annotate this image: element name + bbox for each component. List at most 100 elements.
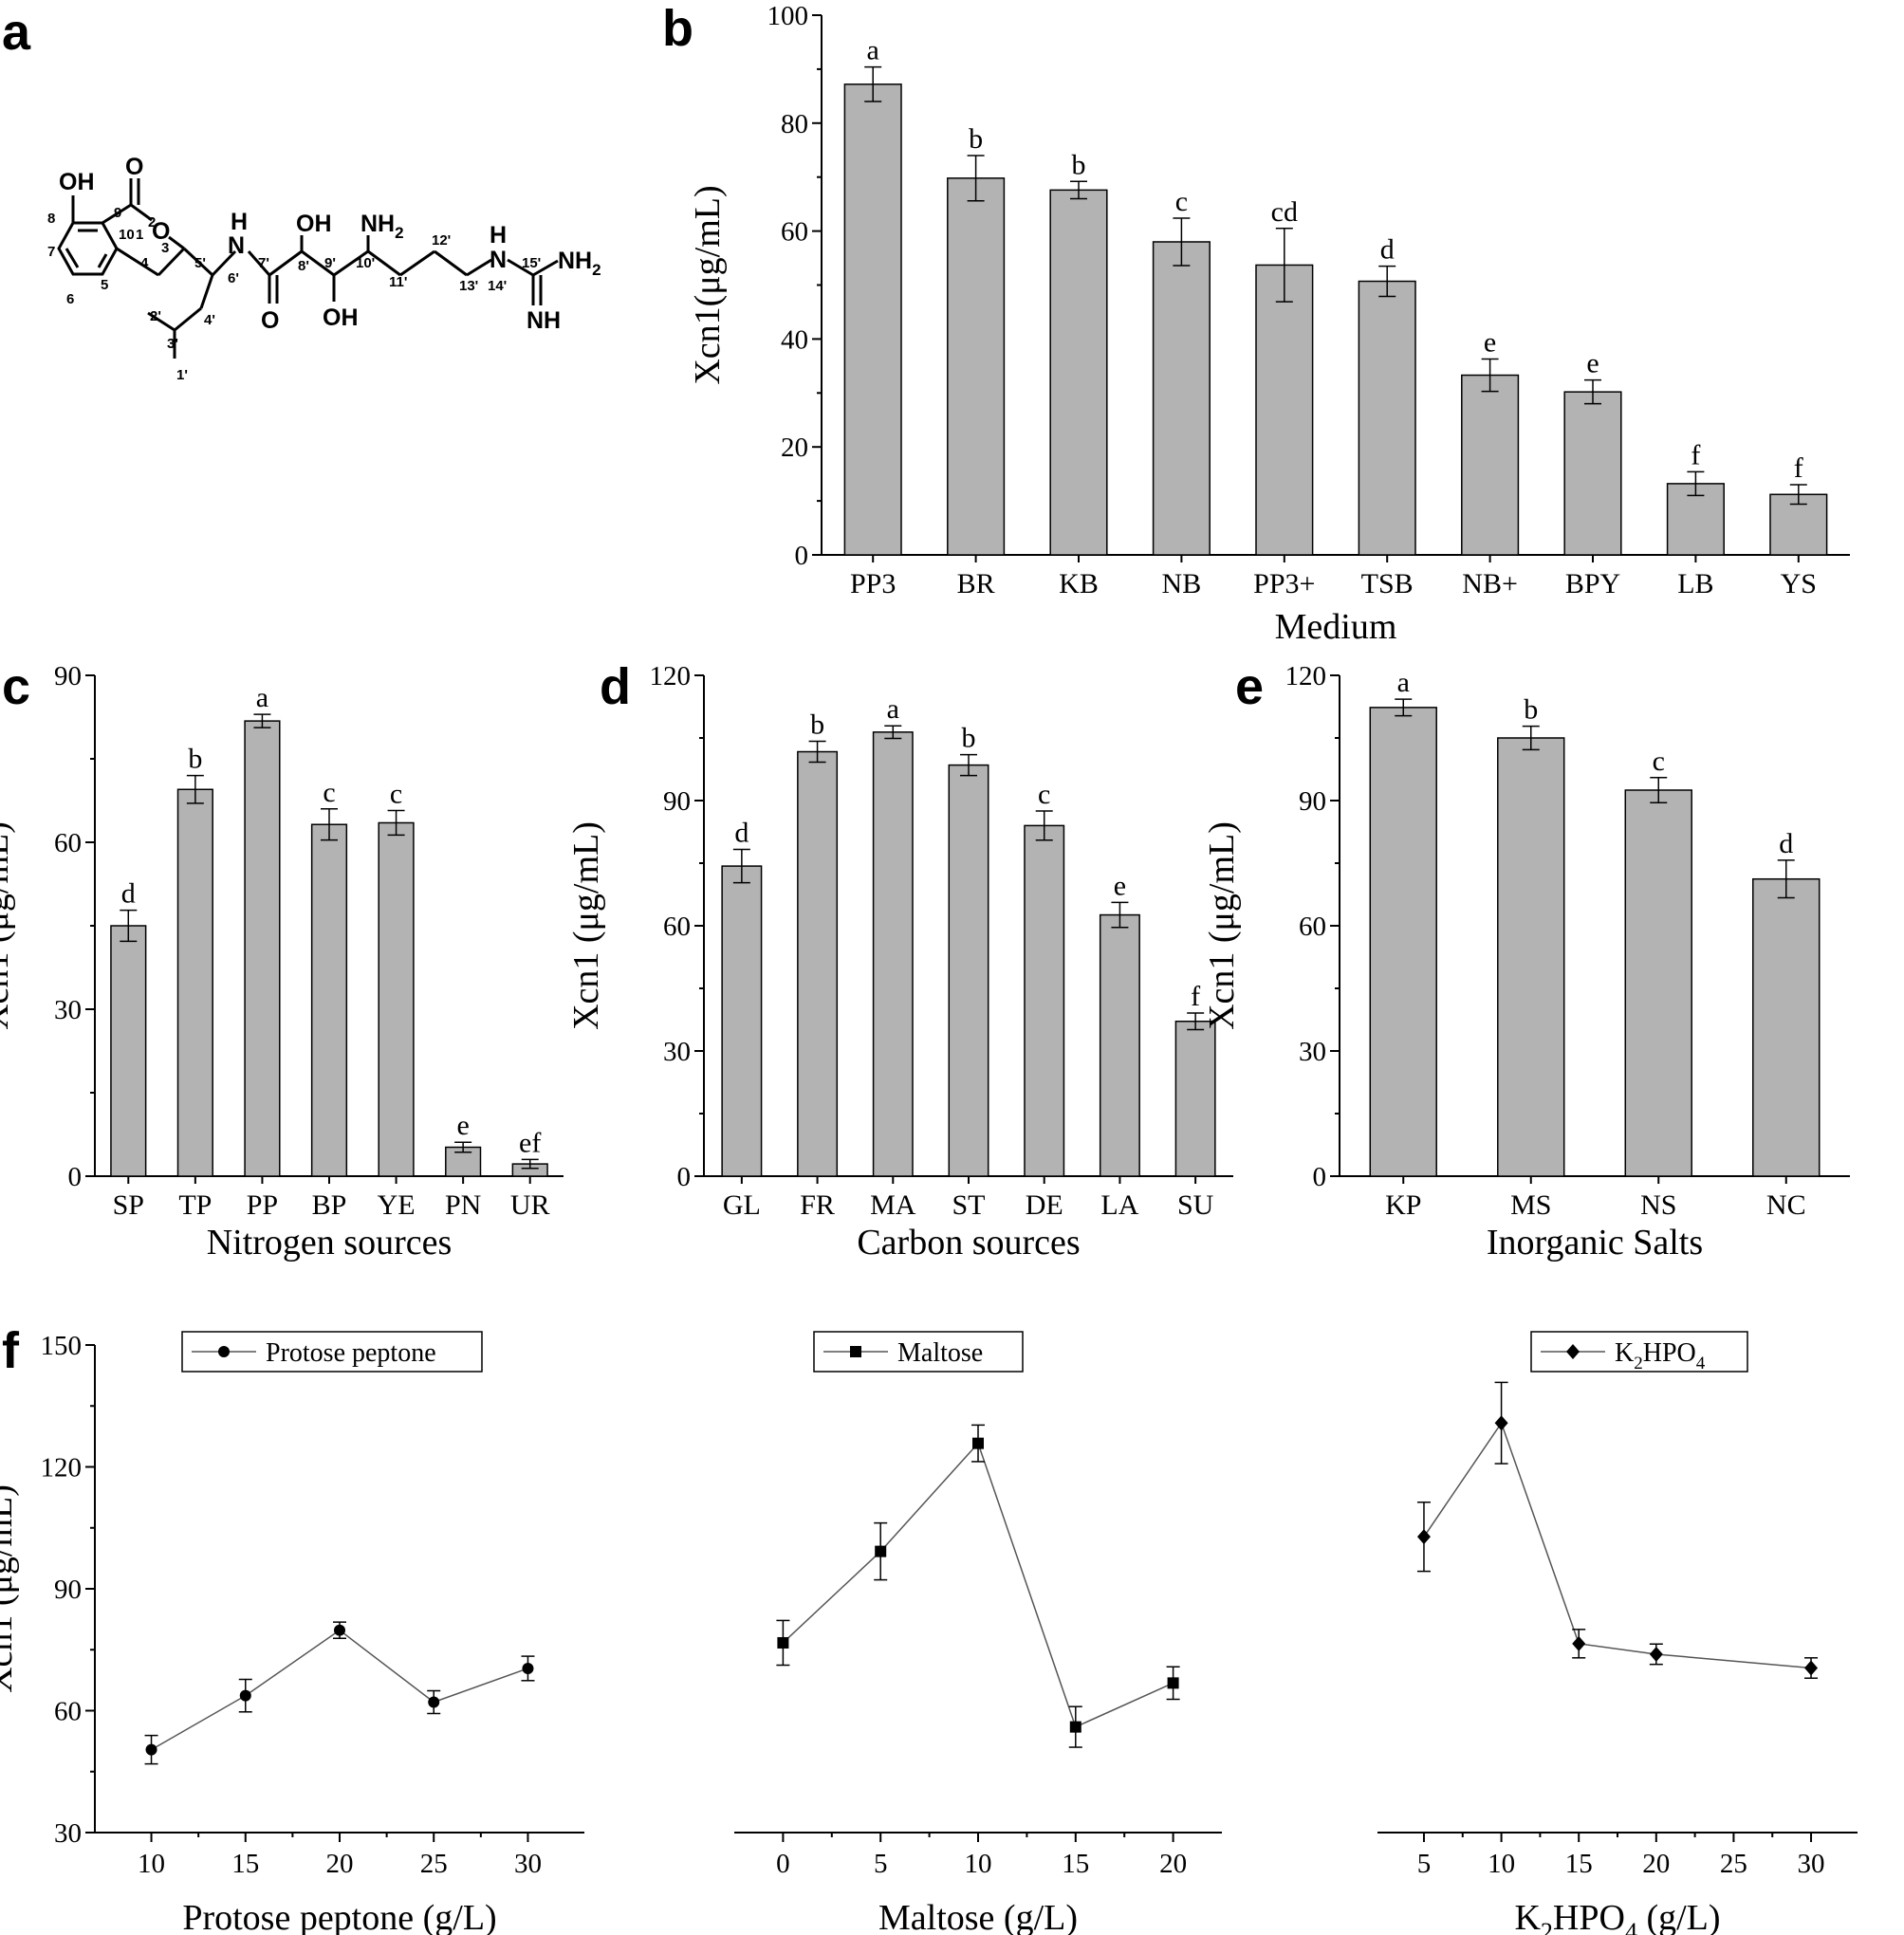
- x-category-label: BP: [312, 1189, 347, 1221]
- atom-number: 10: [119, 227, 135, 243]
- atom-label: OH: [323, 304, 359, 331]
- y-tick-label: 120: [650, 661, 692, 691]
- significance-letter: d: [121, 878, 136, 910]
- atom-label: N: [490, 247, 507, 273]
- y-axis-title: Xcn1 (μg/mL): [0, 821, 16, 1030]
- chart-k2hpo4: 5 10 15 20 25 30 K2HPO4 (g/L) K2HPO4: [1377, 1331, 1858, 1935]
- bar: [843, 83, 902, 556]
- significance-letter: b: [810, 710, 824, 741]
- data-point: [145, 1743, 157, 1756]
- chemical-structure: [57, 178, 559, 359]
- y-tick-label: 60: [54, 828, 82, 858]
- y-tick-label: 30: [663, 1037, 691, 1067]
- x-tick-label: 15: [1062, 1849, 1089, 1879]
- significance-letter: a: [1397, 667, 1410, 698]
- x-category-label: LB: [1677, 568, 1713, 599]
- panel-letter-e: e: [1235, 658, 1264, 715]
- x-tick-label: 20: [1642, 1849, 1670, 1879]
- legend: Protose peptone: [181, 1331, 483, 1373]
- panel-letter-b: b: [662, 0, 693, 57]
- atom-number: 8: [47, 211, 55, 227]
- bond: [301, 249, 335, 277]
- x-category-label: NS: [1640, 1189, 1676, 1221]
- atom-number: 14': [488, 278, 507, 294]
- y-tick-label: 120: [1285, 661, 1327, 691]
- significance-letter: e: [1114, 870, 1126, 901]
- bar: [1497, 737, 1565, 1177]
- data-point: [334, 1624, 345, 1636]
- y-tick-label: 90: [663, 786, 691, 817]
- significance-letter: b: [188, 744, 202, 775]
- series-line: [782, 1442, 1174, 1728]
- y-axis-title: Xcn1(μg/mL): [688, 185, 728, 384]
- data-point: [1566, 1344, 1580, 1359]
- y-tick-label: 120: [41, 1453, 83, 1484]
- x-tick-label: 25: [1720, 1849, 1747, 1879]
- y-tick-label: 60: [54, 1697, 82, 1727]
- bar: [1624, 789, 1692, 1177]
- x-axis-title: Maltose (g/L): [878, 1898, 1078, 1935]
- ring-double-bond: [97, 253, 108, 268]
- atom-label: O: [152, 218, 170, 245]
- y-tick-label: 100: [767, 1, 809, 31]
- bond: [116, 247, 159, 277]
- bond: [147, 311, 176, 332]
- y-tick-label: 30: [54, 995, 82, 1025]
- y-tick-label: 90: [54, 661, 82, 691]
- legend-label: Maltose: [897, 1338, 983, 1368]
- bond: [268, 249, 303, 277]
- chart-nitrogen-sources: 0 30 60 90 d SP b TP a PP c BP c YE e PN ef UR Nitrogen so…: [0, 661, 564, 1262]
- legend-label: K2HPO4: [1615, 1338, 1706, 1373]
- y-tick-label: 20: [781, 433, 808, 463]
- atom-number: 7: [47, 244, 55, 260]
- x-category-label: ST: [952, 1189, 985, 1221]
- x-category-label: TSB: [1361, 568, 1414, 599]
- bar: [1024, 824, 1065, 1177]
- chart-inorganic-salts: 0 30 60 90 120 a KP b MS c NS d NC Inorganic Salts Xcn…: [1202, 661, 1850, 1262]
- significance-letter: c: [1175, 186, 1188, 217]
- x-category-label: KP: [1385, 1189, 1421, 1221]
- bond: [130, 203, 153, 222]
- bar: [1461, 374, 1520, 556]
- significance-letter: d: [1380, 234, 1395, 266]
- data-point: [1649, 1646, 1663, 1662]
- bar: [1358, 280, 1416, 556]
- significance-letter: ef: [519, 1127, 541, 1158]
- x-axis-title: Protose peptone (g/L): [182, 1898, 496, 1935]
- x-axis-title: Nitrogen sources: [207, 1223, 453, 1262]
- chart-medium: 0 20 40 60 80 100 a PP3 b BR b KB c NB cd PP3+ d TSB e NB+ e…: [688, 1, 1850, 647]
- significance-letter: f: [1691, 439, 1700, 470]
- bond: [174, 306, 202, 332]
- x-tick-label: 10: [965, 1849, 992, 1879]
- significance-letter: f: [1794, 452, 1803, 484]
- significance-letter: c: [390, 779, 402, 810]
- y-tick-label: 60: [663, 912, 691, 942]
- bar: [947, 177, 1006, 556]
- data-point: [239, 1689, 251, 1702]
- y-tick-label: 0: [795, 541, 809, 571]
- chart-maltose: 0 5 10 15 20 Maltose (g/L) Maltose: [734, 1331, 1222, 1935]
- significance-letter: e: [1586, 348, 1599, 379]
- atom-label: O: [125, 154, 143, 180]
- x-category-label: KB: [1059, 568, 1099, 599]
- bond: [532, 259, 559, 277]
- x-tick-label: 25: [420, 1849, 448, 1879]
- atom-number: 8': [298, 258, 309, 274]
- data-point: [1804, 1660, 1819, 1676]
- atom-number: 7': [258, 255, 269, 271]
- y-axis-title: Xcn1 (μg/mL): [1202, 821, 1242, 1030]
- x-category-label: GL: [723, 1189, 761, 1221]
- x-category-label: UR: [510, 1189, 550, 1221]
- y-tick-label: 0: [677, 1162, 692, 1192]
- x-axis-title: Medium: [1275, 607, 1397, 647]
- x-tick-label: 10: [138, 1849, 165, 1879]
- bond: [367, 249, 401, 277]
- x-tick-label: 15: [231, 1849, 259, 1879]
- bond: [247, 250, 271, 276]
- x-axis-title: Carbon sources: [857, 1223, 1080, 1262]
- bond: [157, 247, 186, 277]
- x-category-label: FR: [800, 1189, 835, 1221]
- y-axis-title: Xcn1 (μg/mL): [566, 821, 606, 1030]
